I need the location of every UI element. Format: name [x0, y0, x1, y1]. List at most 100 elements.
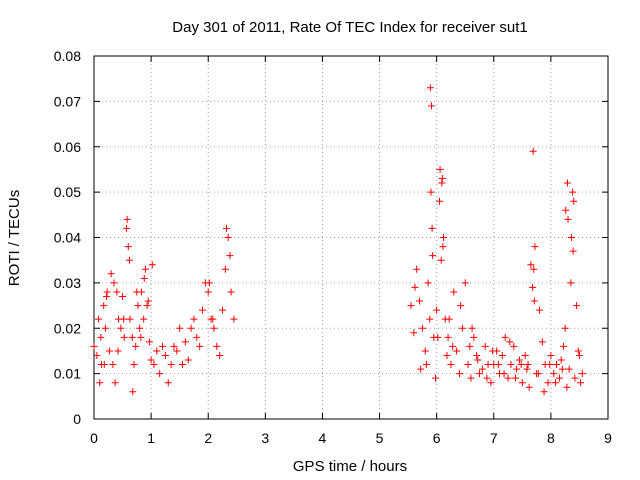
data-point — [141, 265, 149, 273]
data-point — [90, 342, 98, 350]
data-point — [181, 338, 189, 346]
y-tick-label: 0.02 — [54, 320, 81, 336]
data-point — [120, 315, 128, 323]
x-axis-label: GPS time / hours — [293, 458, 407, 475]
data-point — [210, 324, 218, 332]
data-point — [196, 342, 204, 350]
data-point — [193, 333, 201, 341]
data-point — [125, 256, 133, 264]
data-point — [501, 333, 509, 341]
data-point — [199, 306, 207, 314]
data-point — [126, 315, 134, 323]
data-point — [450, 288, 458, 296]
data-point — [517, 361, 525, 369]
data-point — [437, 256, 445, 264]
data-point — [97, 333, 105, 341]
x-tick-label: 8 — [547, 430, 555, 446]
data-point — [109, 361, 117, 369]
x-tick-label: 2 — [204, 430, 212, 446]
y-tick-label: 0.03 — [54, 275, 81, 291]
data-point — [134, 302, 142, 310]
data-point — [424, 279, 432, 287]
data-point — [123, 215, 131, 223]
data-point — [107, 270, 115, 278]
data-point — [117, 324, 125, 332]
data-point — [209, 315, 217, 323]
data-point — [577, 379, 585, 387]
data-point — [150, 361, 158, 369]
data-point — [438, 179, 446, 187]
data-point — [453, 347, 461, 355]
data-point — [95, 315, 103, 323]
data-point — [224, 234, 232, 241]
data-point — [167, 361, 175, 369]
data-point — [461, 279, 469, 287]
data-point — [481, 342, 489, 350]
data-point — [418, 324, 426, 332]
data-point — [546, 361, 554, 369]
data-point — [550, 370, 558, 378]
data-point — [558, 365, 566, 373]
data-point — [521, 351, 529, 359]
data-point — [222, 224, 230, 232]
data-point — [567, 234, 575, 241]
data-point — [510, 342, 518, 350]
data-point — [557, 356, 565, 364]
data-point — [100, 302, 108, 310]
data-point — [562, 206, 570, 214]
data-point — [540, 388, 548, 396]
data-point — [213, 342, 221, 350]
y-tick-label: 0.05 — [54, 184, 81, 200]
data-point — [422, 361, 430, 369]
data-point — [504, 374, 512, 382]
data-point — [113, 288, 121, 296]
data-point — [434, 333, 442, 341]
data-point — [565, 365, 573, 373]
data-point — [553, 361, 561, 369]
data-point — [559, 342, 567, 350]
data-point — [573, 302, 581, 310]
data-point — [498, 351, 506, 359]
data-point — [128, 333, 136, 341]
x-tick-label: 0 — [90, 430, 98, 446]
data-point — [507, 361, 515, 369]
data-point — [129, 388, 137, 396]
data-point — [575, 351, 583, 359]
data-point — [524, 361, 532, 369]
data-point — [506, 338, 514, 346]
data-point — [464, 361, 472, 369]
data-point — [538, 338, 546, 346]
data-point — [525, 383, 533, 391]
y-tick-label: 0.08 — [54, 48, 81, 64]
data-point — [426, 315, 434, 323]
data-point — [427, 188, 435, 196]
data-point — [555, 374, 563, 382]
data-point — [574, 347, 582, 355]
data-point — [578, 370, 586, 378]
data-point — [529, 147, 537, 155]
data-point — [417, 365, 425, 373]
data-point — [130, 361, 138, 369]
data-point — [432, 374, 440, 382]
y-tick-label: 0.01 — [54, 366, 81, 382]
data-point — [433, 306, 441, 314]
y-tick-label: 0.07 — [54, 93, 81, 109]
data-point — [473, 351, 481, 359]
data-point — [457, 302, 465, 310]
data-point — [93, 351, 101, 359]
data-point — [551, 379, 559, 387]
data-point — [466, 342, 474, 350]
data-point — [156, 370, 164, 378]
data-point — [518, 379, 526, 387]
data-point — [474, 356, 482, 364]
x-tick-label: 5 — [376, 430, 384, 446]
data-point — [119, 292, 127, 300]
data-point — [187, 324, 195, 332]
data-point — [161, 351, 169, 359]
data-point — [564, 215, 572, 223]
data-point — [103, 292, 111, 300]
data-point — [429, 252, 437, 260]
data-point — [205, 279, 213, 287]
data-point — [563, 383, 571, 391]
